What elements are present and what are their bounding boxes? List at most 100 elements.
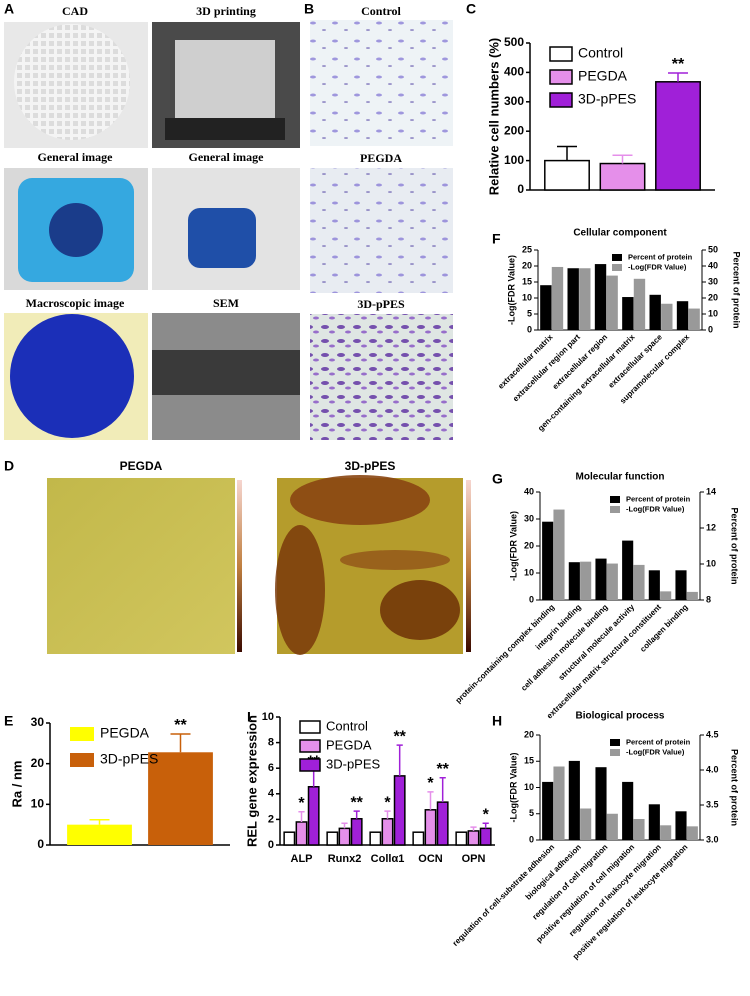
bar bbox=[326, 831, 339, 846]
y-tick-label: 0 bbox=[527, 324, 532, 334]
bar bbox=[553, 766, 565, 840]
image-title: CAD bbox=[62, 4, 88, 18]
y-tick-label: 500 bbox=[504, 35, 524, 49]
legend-label: PEGDA bbox=[578, 68, 628, 84]
y-axis-label: Ra / nm bbox=[9, 761, 24, 808]
afm-feature bbox=[380, 580, 460, 640]
legend-swatch bbox=[299, 758, 321, 772]
error-bar bbox=[427, 791, 434, 810]
bar bbox=[633, 819, 645, 840]
chart-title: Biological process bbox=[576, 711, 665, 722]
y2-axis-label: Percent of protein bbox=[730, 749, 740, 826]
bar bbox=[606, 275, 618, 330]
bar bbox=[542, 781, 554, 840]
image-title: SEM bbox=[213, 296, 239, 310]
x-tick-label: Runx2 bbox=[328, 853, 362, 865]
colorbar bbox=[237, 480, 242, 652]
bar bbox=[648, 570, 660, 600]
y-tick-label: 30 bbox=[31, 715, 45, 729]
y-tick-label: 200 bbox=[504, 123, 524, 137]
bar bbox=[579, 268, 591, 330]
bar bbox=[455, 831, 468, 846]
panel-letter: G bbox=[492, 471, 503, 487]
y-tick-label: 400 bbox=[504, 65, 524, 79]
image-title: General image bbox=[38, 150, 114, 164]
bar bbox=[580, 808, 592, 840]
legend-swatch bbox=[549, 69, 573, 85]
bar bbox=[622, 781, 634, 840]
y2-tick-label: 3.5 bbox=[706, 799, 719, 809]
significance-label: ** bbox=[393, 728, 406, 745]
legend-swatch bbox=[549, 92, 573, 108]
error-bar bbox=[396, 744, 403, 776]
bar bbox=[688, 308, 700, 330]
error-bar bbox=[353, 810, 360, 819]
error-bar bbox=[341, 822, 348, 829]
legend-label: -Log(FDR Value) bbox=[628, 262, 687, 271]
y-tick-label: 10 bbox=[262, 711, 274, 723]
y-tick-label: 0 bbox=[517, 182, 524, 196]
error-bar bbox=[557, 145, 577, 161]
y2-axis-label: Percent of protein bbox=[730, 507, 740, 584]
bar bbox=[412, 831, 425, 846]
image-scaffold bbox=[49, 203, 103, 257]
y2-tick-label: 20 bbox=[708, 292, 718, 302]
bar bbox=[686, 826, 698, 840]
legend-label: 3D-pPES bbox=[326, 756, 381, 771]
x-tick-label: positive regulation of cell migration bbox=[534, 842, 636, 944]
legend-label: Percent of protein bbox=[626, 737, 691, 746]
error-bar bbox=[298, 810, 305, 822]
y2-tick-label: 12 bbox=[706, 522, 716, 532]
image-title: PEGDA bbox=[360, 151, 402, 165]
bar bbox=[295, 821, 308, 846]
bar bbox=[436, 801, 449, 846]
image-macro-scaffold bbox=[10, 314, 134, 438]
x-tick-label: OPN bbox=[462, 853, 486, 865]
colorbar bbox=[466, 480, 471, 652]
legend-label: PEGDA bbox=[100, 725, 150, 741]
bar bbox=[606, 813, 618, 840]
y-tick-label: 0 bbox=[268, 839, 274, 851]
bar bbox=[479, 827, 492, 846]
bar bbox=[467, 830, 480, 846]
bar bbox=[580, 561, 592, 600]
y2-tick-label: 14 bbox=[706, 486, 716, 496]
y-axis-label: REL gene expression bbox=[244, 715, 259, 847]
bar bbox=[393, 775, 406, 846]
panel-letter: F bbox=[492, 231, 501, 247]
panel-letter: D bbox=[4, 458, 14, 474]
image-title: 3D-pPES bbox=[357, 297, 405, 311]
legend-swatch bbox=[610, 749, 620, 756]
bar bbox=[633, 564, 645, 600]
y-tick-label: 4 bbox=[268, 788, 275, 800]
y2-tick-label: 8 bbox=[706, 594, 711, 604]
error-bar bbox=[89, 819, 110, 825]
panel-a-images bbox=[4, 22, 300, 440]
bar bbox=[381, 818, 394, 846]
y-tick-label: 0 bbox=[529, 594, 534, 604]
image-title: 3D printing bbox=[196, 4, 256, 18]
chart-title: Cellular component bbox=[573, 228, 667, 239]
bar bbox=[148, 752, 213, 845]
y-axis-label: -Log(FDR Value) bbox=[508, 753, 518, 823]
legend-label: PEGDA bbox=[326, 737, 372, 752]
image-cylinder bbox=[188, 208, 256, 268]
x-tick-label: Collα1 bbox=[371, 853, 405, 865]
panel-letter: H bbox=[492, 713, 502, 729]
bar bbox=[660, 591, 672, 600]
y-tick-label: 5 bbox=[529, 808, 534, 818]
error-bar bbox=[482, 822, 489, 829]
panel-b-images bbox=[310, 20, 453, 440]
image-title: Macroscopic image bbox=[26, 296, 125, 310]
y-tick-label: 300 bbox=[504, 94, 524, 108]
image-title: General image bbox=[189, 150, 265, 164]
legend-label: -Log(FDR Value) bbox=[626, 747, 685, 756]
significance-label: ** bbox=[350, 794, 363, 811]
y-tick-label: 15 bbox=[524, 756, 534, 766]
legend-swatch bbox=[612, 264, 622, 271]
bar bbox=[622, 297, 634, 330]
afm-feature bbox=[275, 525, 325, 655]
x-tick-label: gen-containing extracellular matrix bbox=[536, 332, 637, 433]
y-axis-label: -Log(FDR Value) bbox=[506, 255, 516, 325]
bar bbox=[542, 521, 554, 600]
